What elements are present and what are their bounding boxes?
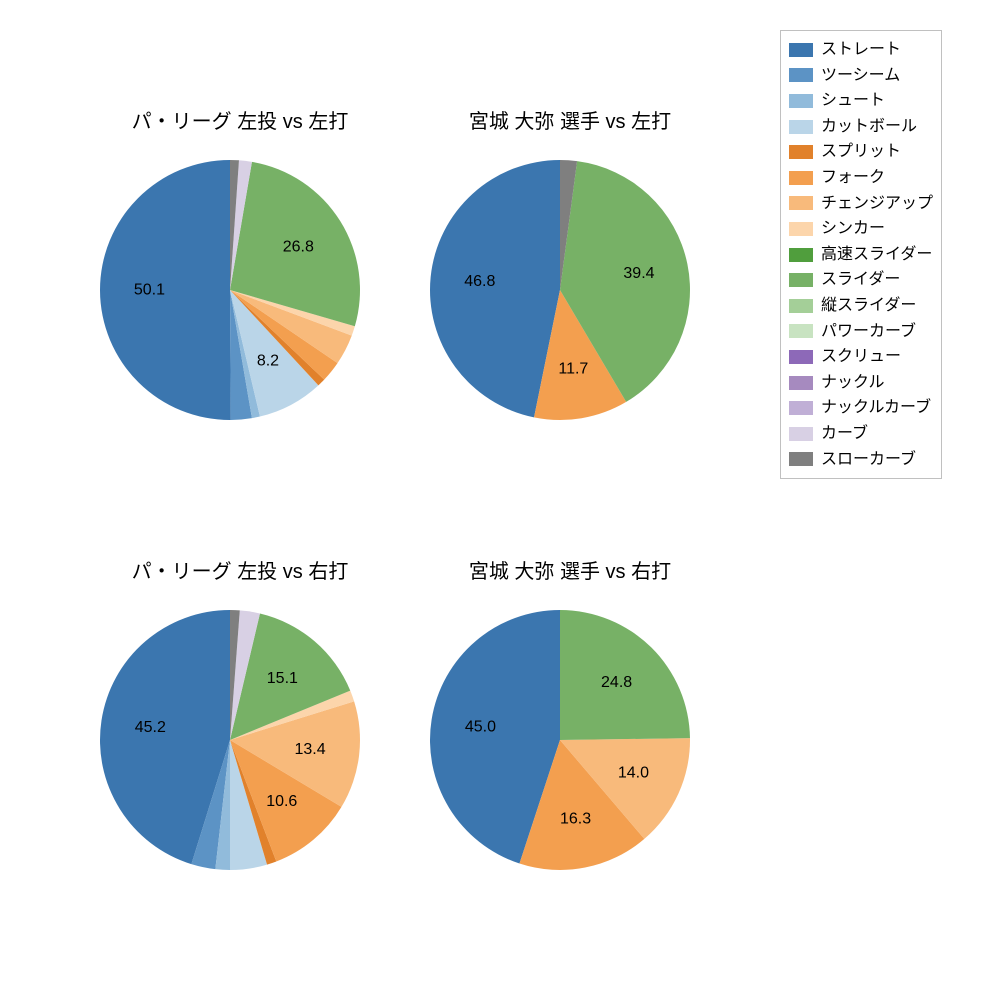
legend-label: フォーク [821,165,885,191]
figure: パ・リーグ 左投 vs 左打 宮城 大弥 選手 vs 左打 パ・リーグ 左投 v… [0,0,1000,1000]
legend-label: カットボール [821,114,917,140]
legend-swatch [789,452,813,466]
slice-label: 50.1 [134,281,165,298]
legend-swatch [789,68,813,82]
legend-item: スクリュー [789,344,933,370]
legend-item: パワーカーブ [789,319,933,345]
legend-item: シュート [789,88,933,114]
legend-item: カーブ [789,421,933,447]
slice-label: 24.8 [601,674,632,691]
slice-label: 10.6 [266,793,297,810]
legend-swatch [789,94,813,108]
legend-label: パワーカーブ [821,319,916,345]
slice-label: 15.1 [267,670,298,687]
legend-item: ツーシーム [789,63,933,89]
legend-item: シンカー [789,216,933,242]
legend-swatch [789,171,813,185]
legend-swatch [789,376,813,390]
slice-label: 45.2 [135,719,166,736]
legend-label: ナックル [821,370,885,396]
legend-item: スライダー [789,267,933,293]
legend-label: カーブ [821,421,868,447]
legend-label: スライダー [821,267,900,293]
slice-label: 45.0 [465,718,496,735]
legend-item: ナックル [789,370,933,396]
slice-label: 8.2 [257,352,279,369]
legend-swatch [789,145,813,159]
legend-item: 高速スライダー [789,242,933,268]
slice-label: 46.8 [464,273,495,290]
legend-item: スローカーブ [789,447,933,473]
legend-swatch [789,324,813,338]
legend-swatch [789,120,813,134]
legend-item: チェンジアップ [789,191,933,217]
legend-item: 縦スライダー [789,293,933,319]
slice-label: 16.3 [560,810,591,827]
legend-label: シンカー [821,216,885,242]
slice-label: 39.4 [623,265,654,282]
legend-swatch [789,43,813,57]
legend-item: スプリット [789,139,933,165]
legend-swatch [789,222,813,236]
legend-label: 縦スライダー [821,293,916,319]
slice-label: 26.8 [283,238,314,255]
slice-label: 11.7 [558,361,588,378]
legend-label: ナックルカーブ [821,395,931,421]
legend-label: ツーシーム [821,63,900,89]
pie-slice [100,160,231,420]
legend-swatch [789,273,813,287]
legend-item: ナックルカーブ [789,395,933,421]
legend-swatch [789,196,813,210]
legend-label: スローカーブ [821,447,916,473]
legend-swatch [789,299,813,313]
slice-label: 13.4 [294,741,325,758]
legend: ストレートツーシームシュートカットボールスプリットフォークチェンジアップシンカー… [780,30,942,479]
legend-label: 高速スライダー [821,242,932,268]
legend-label: スクリュー [821,344,901,370]
legend-label: シュート [821,88,885,114]
legend-label: ストレート [821,37,901,63]
slice-label: 14.0 [618,764,649,781]
legend-swatch [789,427,813,441]
legend-label: スプリット [821,139,901,165]
legend-item: ストレート [789,37,933,63]
legend-swatch [789,401,813,415]
legend-swatch [789,350,813,364]
legend-item: カットボール [789,114,933,140]
legend-item: フォーク [789,165,933,191]
legend-swatch [789,248,813,262]
legend-label: チェンジアップ [821,191,933,217]
